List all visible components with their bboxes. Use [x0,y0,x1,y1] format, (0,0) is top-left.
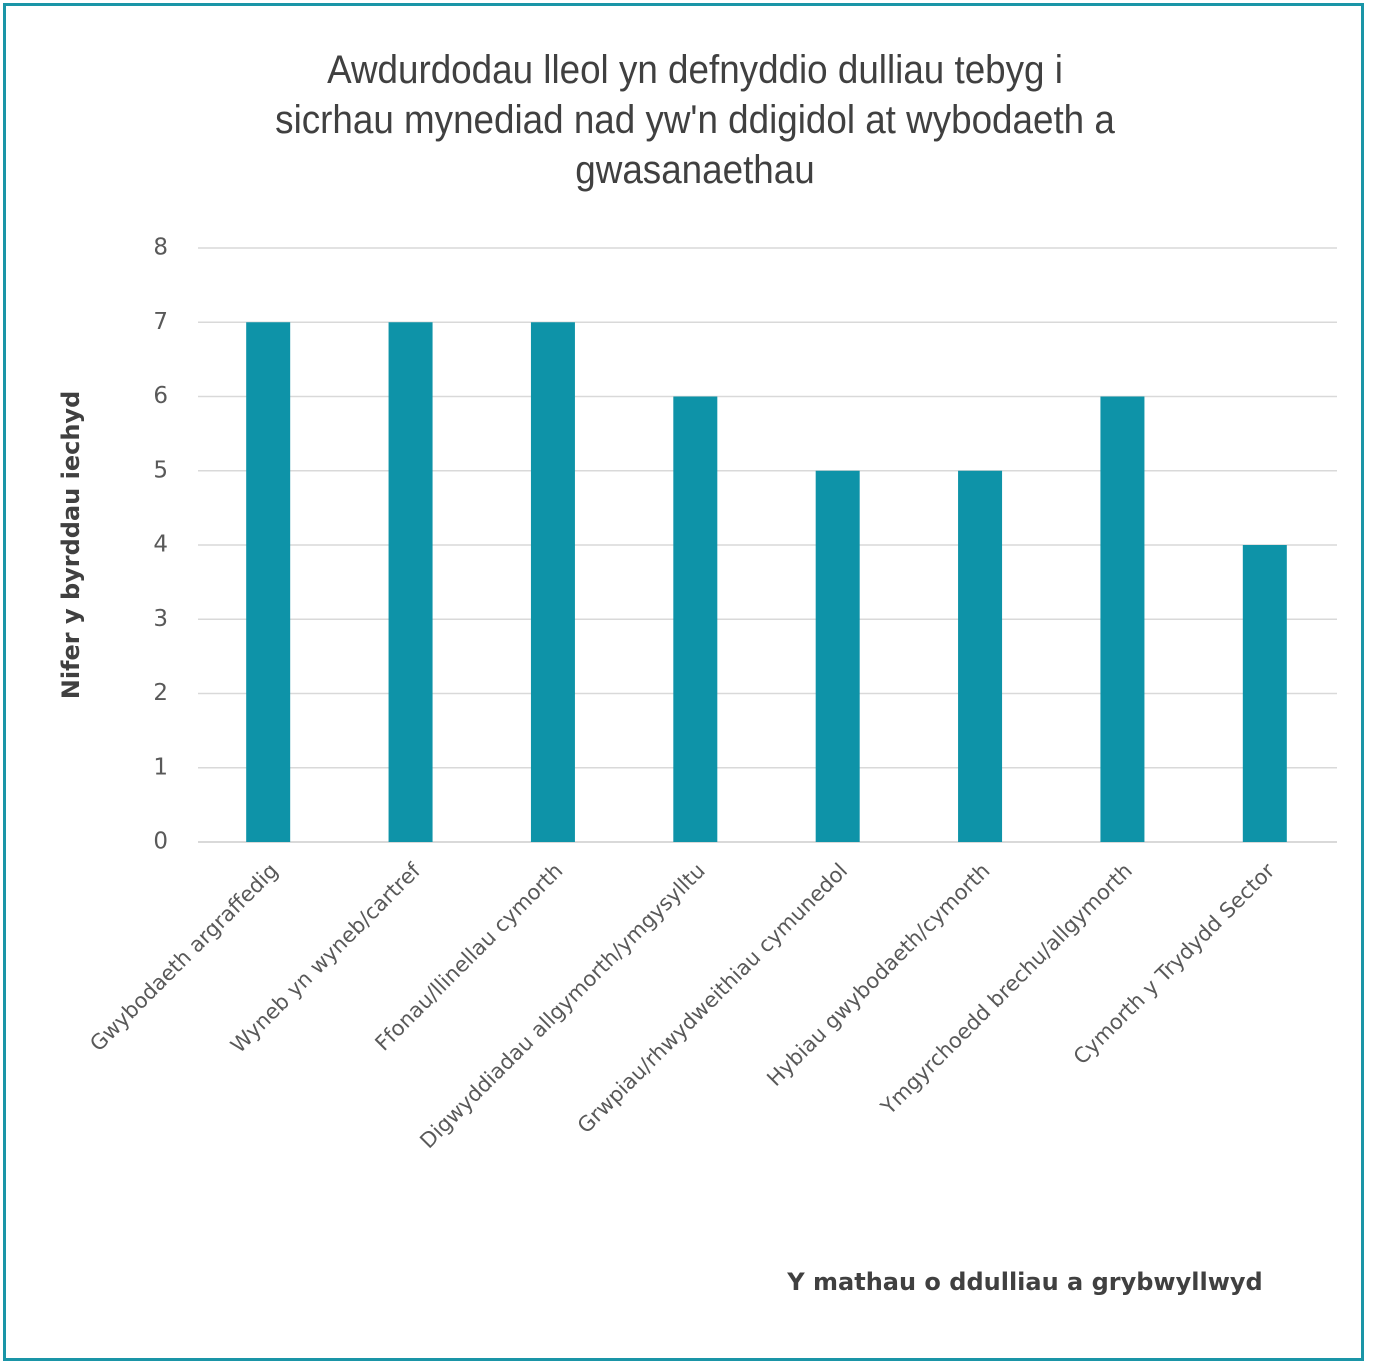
y-tick-label: 2 [153,680,168,706]
y-axis-ticks: 0 1 2 3 4 5 6 7 8 [153,235,168,855]
x-axis-title: Y mathau o ddulliau a grybwyllwyd [786,1268,1262,1296]
x-category-label: Digwyddiadau allgymorth/ymgysylltu [415,859,710,1154]
x-category-label: Grwpiau/rhwydweithiau cymunedol [573,859,852,1138]
bar [388,322,433,842]
x-category-label: Ymgyrchoedd brechu/allgymorth [876,859,1137,1120]
bar [530,322,575,842]
y-tick-label: 4 [153,532,168,558]
y-tick-label: 1 [153,754,168,780]
gridlines [198,247,1337,843]
bar [673,396,718,842]
bar [815,470,860,842]
y-tick-label: 3 [153,606,168,632]
bar [246,322,291,842]
chart-title: Awdurdodau lleol yn defnyddio dulliau te… [194,45,1197,195]
y-axis-title: Nifer y byrddau iechyd [57,391,85,700]
bar [958,470,1003,842]
chart-title-line: sicrhau mynediad nad yw'n ddigidol at wy… [275,98,1115,142]
bars [246,322,1287,842]
bar [1100,396,1145,842]
bar [1242,545,1287,842]
chart-title-line: Awdurdodau lleol yn defnyddio dulliau te… [327,48,1063,92]
chart-title-line: gwasanaethau [575,148,815,192]
y-tick-label: 7 [153,309,168,335]
y-tick-label: 5 [153,457,168,483]
x-category-label: Hybiau gwybodaeth/cymorth [762,859,994,1091]
y-tick-label: 8 [153,235,168,261]
y-tick-label: 0 [153,829,168,855]
y-tick-label: 6 [153,383,168,409]
